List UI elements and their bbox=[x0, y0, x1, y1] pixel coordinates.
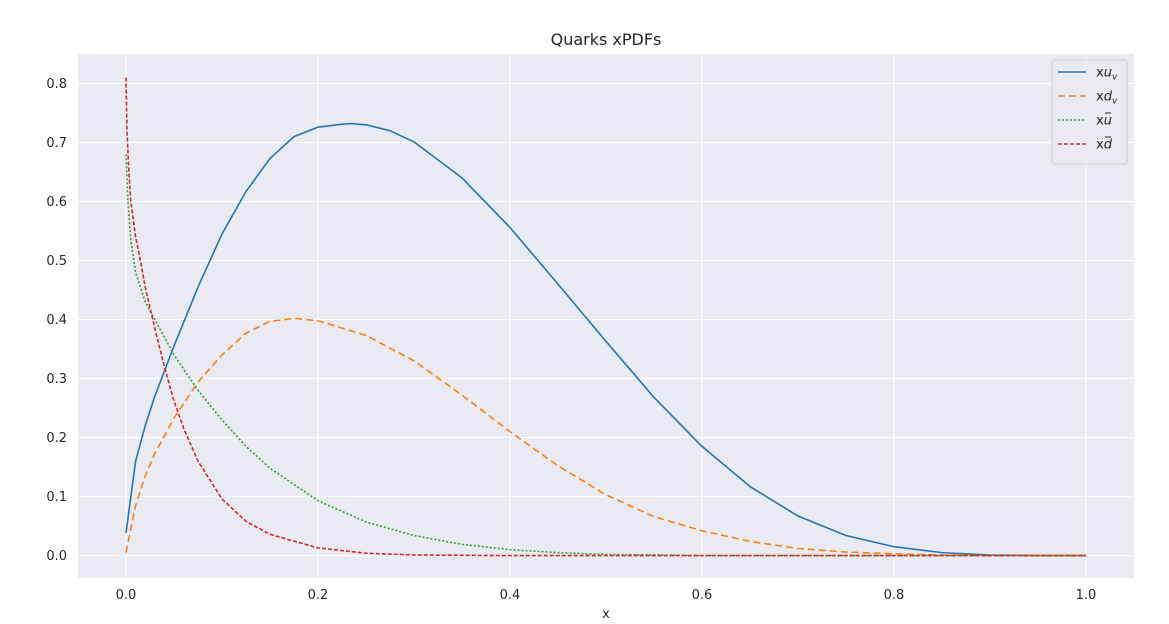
series-line-2 bbox=[125, 317, 1086, 557]
y-tick-label: 0.2 bbox=[46, 431, 67, 446]
x-tick-label: 0.6 bbox=[692, 588, 713, 603]
legend-label: xuv bbox=[1096, 66, 1118, 83]
legend-label: xd bbox=[1096, 138, 1113, 153]
series-line-1 bbox=[125, 122, 1086, 557]
x-tick-label: 0.8 bbox=[884, 588, 905, 603]
y-tick-label: 0.1 bbox=[46, 490, 67, 505]
tick-labels: 0.0 0.2 0.4 0.6 0.8 1.0 0.0 0.1 0.2 0.3 0.4 0.5 0.6 0… bbox=[46, 77, 1096, 603]
x-axis-label: x bbox=[602, 607, 610, 622]
x-tick-label: 0.4 bbox=[500, 588, 521, 603]
legend-label: xu bbox=[1096, 114, 1112, 129]
y-tick-label: 0.5 bbox=[46, 254, 67, 269]
series-lines bbox=[125, 77, 1086, 557]
y-tick-label: 0.0 bbox=[46, 549, 67, 564]
legend-frame bbox=[1051, 59, 1128, 165]
x-tick-label: 0.2 bbox=[308, 588, 329, 603]
y-tick-label: 0.6 bbox=[46, 195, 67, 210]
chart-title: Quarks xPDFs bbox=[551, 30, 662, 49]
series-line-3 bbox=[125, 154, 1086, 557]
plot-area bbox=[78, 54, 1134, 578]
series-line-4 bbox=[125, 77, 1086, 557]
y-tick-label: 0.4 bbox=[46, 313, 67, 328]
legend: xuv xdv xu xd bbox=[1051, 59, 1128, 165]
y-tick-label: 0.8 bbox=[46, 77, 67, 92]
y-tick-label: 0.7 bbox=[46, 136, 67, 151]
x-tick-label: 1.0 bbox=[1076, 588, 1097, 603]
x-tick-label: 0.0 bbox=[116, 588, 137, 603]
legend-label: xdv bbox=[1096, 90, 1118, 107]
y-tick-label: 0.3 bbox=[46, 372, 67, 387]
